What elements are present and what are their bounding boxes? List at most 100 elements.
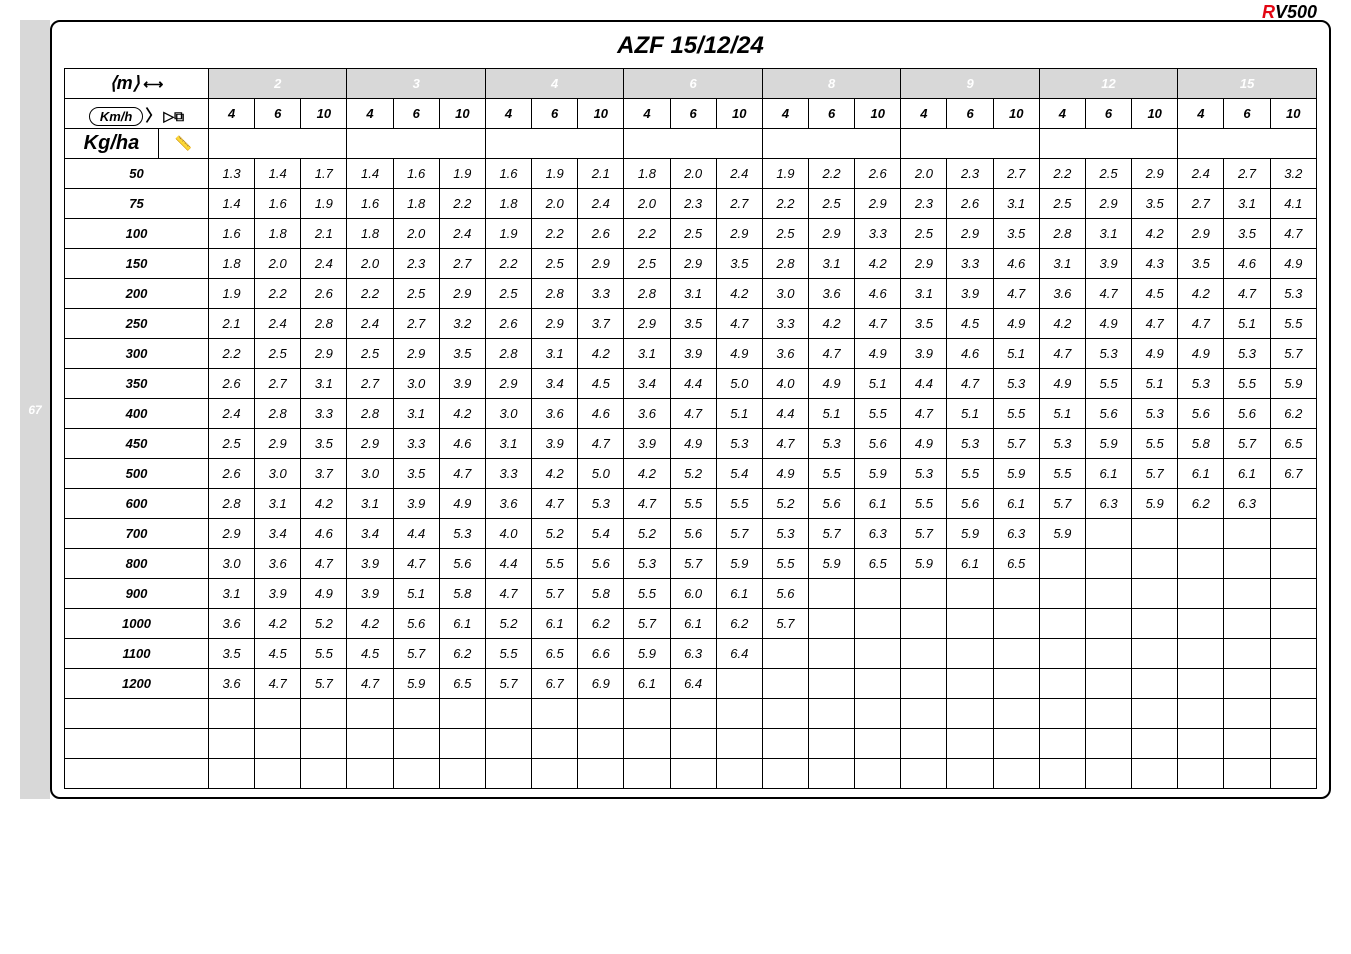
data-cell	[1085, 699, 1131, 729]
data-cell: 2.3	[670, 189, 716, 219]
sub-header: 10	[716, 99, 762, 129]
data-cell	[1132, 639, 1178, 669]
data-cell: 4.9	[855, 339, 901, 369]
data-cell	[1085, 579, 1131, 609]
data-cell: 3.5	[993, 219, 1039, 249]
row-label: 200	[65, 279, 209, 309]
data-cell: 5.1	[393, 579, 439, 609]
data-cell	[485, 729, 531, 759]
data-cell: 4.6	[855, 279, 901, 309]
data-cell: 5.7	[1132, 459, 1178, 489]
group-header: 8	[762, 69, 900, 99]
data-cell	[532, 759, 578, 789]
data-cell	[624, 729, 670, 759]
data-cell	[809, 759, 855, 789]
data-cell: 5.1	[993, 339, 1039, 369]
sub-header: 10	[578, 99, 624, 129]
data-cell	[809, 669, 855, 699]
data-cell: 2.5	[1085, 159, 1131, 189]
sub-header: 6	[670, 99, 716, 129]
data-cell	[1132, 759, 1178, 789]
data-cell: 5.2	[624, 519, 670, 549]
data-cell: 5.7	[670, 549, 716, 579]
data-cell: 3.3	[947, 249, 993, 279]
data-cell	[1085, 609, 1131, 639]
data-cell: 4.2	[855, 249, 901, 279]
data-cell: 4.7	[1224, 279, 1270, 309]
data-cell: 2.5	[393, 279, 439, 309]
data-cell: 2.6	[947, 189, 993, 219]
sub-header: 6	[393, 99, 439, 129]
data-cell	[1224, 669, 1270, 699]
data-cell: 4.7	[347, 669, 393, 699]
sub-header: 4	[901, 99, 947, 129]
data-cell: 3.7	[301, 459, 347, 489]
data-cell	[255, 729, 301, 759]
data-cell: 3.6	[624, 399, 670, 429]
data-cell: 6.2	[716, 609, 762, 639]
data-cell: 2.8	[347, 399, 393, 429]
data-cell: 2.6	[485, 309, 531, 339]
data-cell: 5.5	[532, 549, 578, 579]
data-cell: 5.9	[993, 459, 1039, 489]
data-cell	[1270, 579, 1316, 609]
data-cell	[993, 699, 1039, 729]
data-cell: 5.9	[1270, 369, 1316, 399]
sub-header: 4	[208, 99, 254, 129]
data-cell: 5.7	[1039, 489, 1085, 519]
data-cell: 3.1	[393, 399, 439, 429]
data-cell: 4.9	[301, 579, 347, 609]
row-label: 50	[65, 159, 209, 189]
data-cell: 1.6	[255, 189, 301, 219]
data-cell: 5.9	[1132, 489, 1178, 519]
data-cell	[1224, 639, 1270, 669]
data-cell: 3.5	[1224, 219, 1270, 249]
data-cell: 5.1	[716, 399, 762, 429]
data-cell	[439, 729, 485, 759]
data-cell: 5.3	[901, 459, 947, 489]
group-header: 6	[624, 69, 762, 99]
data-cell: 2.8	[624, 279, 670, 309]
data-cell: 4.7	[624, 489, 670, 519]
data-cell: 5.7	[1270, 339, 1316, 369]
data-cell: 2.0	[347, 249, 393, 279]
data-cell: 3.1	[624, 339, 670, 369]
width-arrows-icon: ⟷	[143, 76, 163, 92]
data-cell: 2.4	[255, 309, 301, 339]
data-cell: 3.1	[1039, 249, 1085, 279]
data-cell: 5.2	[762, 489, 808, 519]
data-cell: 5.5	[1132, 429, 1178, 459]
data-cell: 1.9	[439, 159, 485, 189]
data-cell: 5.3	[578, 489, 624, 519]
blank-header	[1178, 129, 1317, 159]
data-cell	[1224, 699, 1270, 729]
data-cell: 6.1	[624, 669, 670, 699]
data-cell: 4.2	[1132, 219, 1178, 249]
data-cell: 4.9	[1085, 309, 1131, 339]
data-cell: 5.2	[485, 609, 531, 639]
data-cell: 2.9	[1085, 189, 1131, 219]
data-cell: 1.6	[393, 159, 439, 189]
data-cell: 3.1	[208, 579, 254, 609]
data-cell: 4.9	[670, 429, 716, 459]
row-label: 150	[65, 249, 209, 279]
data-cell: 2.1	[208, 309, 254, 339]
data-cell: 2.2	[485, 249, 531, 279]
data-cell	[393, 699, 439, 729]
data-cell: 5.3	[947, 429, 993, 459]
data-cell	[347, 729, 393, 759]
row-label: 800	[65, 549, 209, 579]
row-label: 350	[65, 369, 209, 399]
data-cell: 5.3	[762, 519, 808, 549]
data-cell	[855, 609, 901, 639]
data-cell	[393, 729, 439, 759]
data-cell: 4.2	[1039, 309, 1085, 339]
data-cell: 3.4	[624, 369, 670, 399]
data-cell: 2.9	[716, 219, 762, 249]
data-cell	[716, 729, 762, 759]
data-cell: 3.6	[809, 279, 855, 309]
data-cell: 1.8	[624, 159, 670, 189]
sub-header: 6	[255, 99, 301, 129]
data-cell: 6.1	[993, 489, 1039, 519]
data-cell: 4.7	[1085, 279, 1131, 309]
